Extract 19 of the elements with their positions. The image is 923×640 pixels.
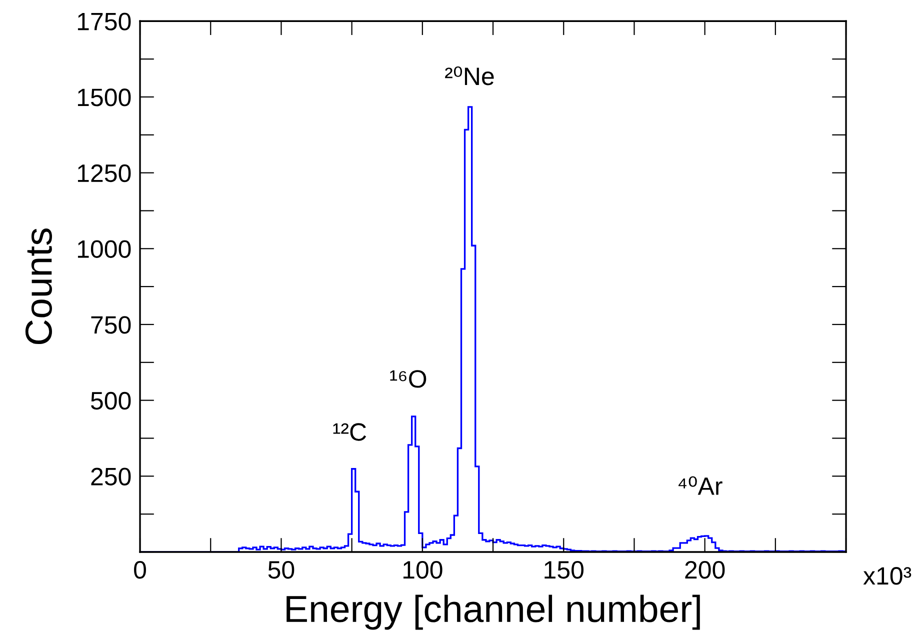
- y-tick-label: 1750: [78, 12, 131, 30]
- annotation: ¹²C: [333, 423, 366, 441]
- annotation: ¹⁶O: [390, 370, 426, 388]
- x-tick-label: 200: [685, 560, 725, 579]
- x-tick-label: 100: [403, 560, 442, 579]
- x-axis-title: Energy [channel number]: [286, 594, 700, 630]
- y-tick-label: 1500: [78, 88, 131, 106]
- y-tick-label: 500: [90, 392, 131, 410]
- text: x10³: [863, 567, 912, 585]
- y-tick-label: 750: [91, 316, 131, 334]
- y-tick-label: 1000: [78, 240, 131, 258]
- y-axis-title: Counts: [25, 228, 52, 344]
- x-tick-label: 0: [134, 560, 146, 579]
- annotation: ⁴⁰Ar: [678, 476, 722, 495]
- annotation: ²⁰Ne: [445, 66, 494, 86]
- x-tick-label: 150: [544, 560, 584, 579]
- y-tick-label: 250: [91, 468, 131, 486]
- x-tick-label: 50: [268, 560, 294, 579]
- y-tick-label: 1250: [78, 164, 131, 182]
